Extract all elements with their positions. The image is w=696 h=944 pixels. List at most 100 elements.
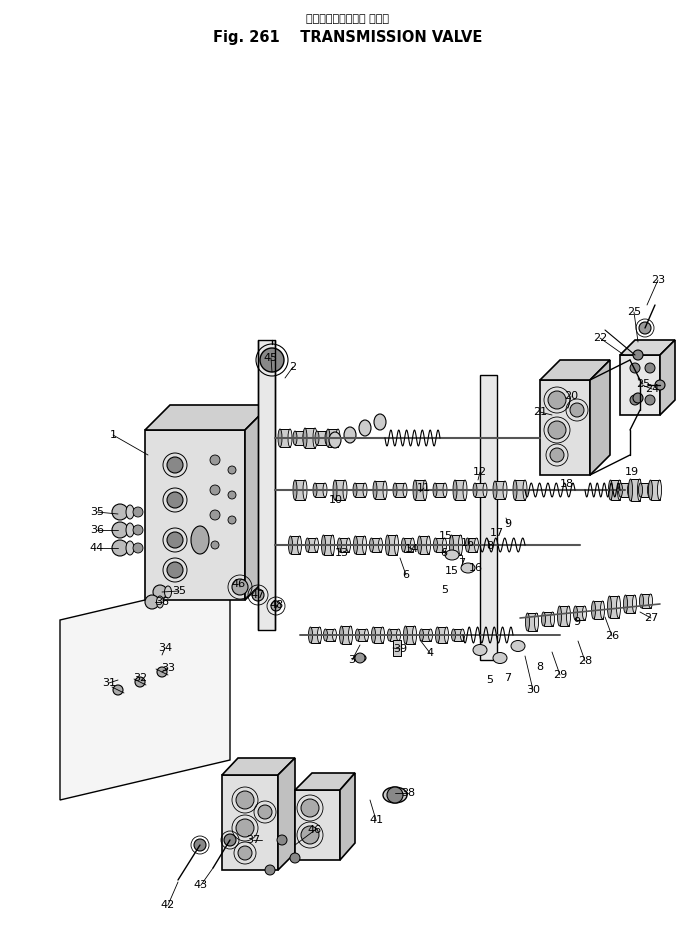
Ellipse shape: [633, 595, 637, 613]
Text: 12: 12: [473, 467, 487, 477]
Circle shape: [258, 805, 272, 819]
Text: トランスミッション バルプ: トランスミッション バルプ: [306, 14, 390, 24]
Text: 37: 37: [246, 835, 260, 845]
Ellipse shape: [303, 480, 307, 500]
Bar: [358, 629, 367, 641]
Ellipse shape: [541, 612, 546, 626]
Bar: [374, 627, 383, 643]
Ellipse shape: [493, 481, 497, 499]
Circle shape: [167, 532, 183, 548]
Ellipse shape: [473, 645, 487, 655]
Ellipse shape: [473, 483, 477, 497]
Bar: [435, 483, 445, 497]
Ellipse shape: [608, 596, 612, 618]
Text: 45: 45: [264, 353, 278, 363]
Ellipse shape: [574, 606, 578, 620]
Ellipse shape: [617, 596, 621, 618]
Circle shape: [236, 791, 254, 809]
Ellipse shape: [640, 594, 644, 608]
Ellipse shape: [658, 480, 661, 500]
Text: 8: 8: [487, 541, 493, 551]
Ellipse shape: [306, 538, 310, 552]
Ellipse shape: [331, 535, 335, 555]
Ellipse shape: [452, 629, 455, 641]
Ellipse shape: [523, 480, 527, 500]
Text: 5: 5: [441, 585, 448, 595]
Circle shape: [238, 846, 252, 860]
Ellipse shape: [191, 526, 209, 554]
Bar: [388, 535, 397, 555]
Ellipse shape: [354, 654, 366, 662]
Text: 24: 24: [645, 384, 659, 394]
Bar: [651, 480, 660, 500]
Bar: [594, 601, 603, 619]
Ellipse shape: [583, 606, 587, 620]
Text: 46: 46: [232, 579, 246, 589]
Text: 3: 3: [349, 655, 356, 665]
Ellipse shape: [313, 483, 317, 497]
Ellipse shape: [289, 536, 292, 554]
Bar: [295, 431, 305, 445]
Text: 15: 15: [439, 531, 453, 541]
Text: 2: 2: [290, 362, 296, 372]
Bar: [355, 483, 365, 497]
Circle shape: [167, 562, 183, 578]
Text: 35: 35: [172, 586, 186, 596]
Circle shape: [210, 485, 220, 495]
Ellipse shape: [461, 629, 464, 641]
Ellipse shape: [344, 427, 356, 443]
Ellipse shape: [325, 431, 329, 445]
Circle shape: [194, 839, 206, 851]
Ellipse shape: [503, 481, 507, 499]
Text: 39: 39: [393, 644, 407, 654]
Text: 8: 8: [537, 662, 544, 672]
Text: Fig. 261    TRANSMISSION VALVE: Fig. 261 TRANSMISSION VALVE: [213, 30, 483, 45]
Ellipse shape: [436, 627, 439, 643]
Ellipse shape: [427, 536, 431, 554]
Ellipse shape: [288, 429, 292, 447]
Ellipse shape: [404, 626, 407, 644]
Bar: [415, 480, 425, 500]
Bar: [375, 481, 385, 499]
Bar: [372, 538, 381, 552]
Ellipse shape: [323, 483, 327, 497]
Ellipse shape: [126, 541, 134, 555]
Ellipse shape: [511, 640, 525, 651]
Ellipse shape: [461, 563, 475, 573]
Circle shape: [301, 826, 319, 844]
Ellipse shape: [413, 480, 417, 500]
Ellipse shape: [433, 483, 437, 497]
Ellipse shape: [354, 536, 358, 554]
Bar: [335, 480, 345, 500]
Text: 30: 30: [526, 685, 540, 695]
Bar: [328, 429, 338, 447]
Bar: [454, 629, 463, 641]
Circle shape: [645, 363, 655, 373]
Bar: [404, 538, 413, 552]
Ellipse shape: [303, 431, 307, 445]
Ellipse shape: [395, 535, 399, 555]
Text: 7: 7: [505, 673, 512, 683]
Polygon shape: [590, 360, 610, 475]
Ellipse shape: [483, 483, 487, 497]
Ellipse shape: [628, 479, 633, 501]
Circle shape: [224, 834, 236, 846]
Circle shape: [265, 865, 275, 875]
Polygon shape: [340, 773, 355, 860]
Text: 25: 25: [627, 307, 641, 317]
Bar: [390, 629, 399, 641]
Circle shape: [228, 491, 236, 499]
Polygon shape: [660, 340, 675, 415]
Ellipse shape: [308, 627, 313, 643]
Circle shape: [133, 525, 143, 535]
Circle shape: [153, 585, 167, 599]
Circle shape: [655, 380, 665, 390]
Ellipse shape: [443, 483, 447, 497]
Ellipse shape: [535, 613, 539, 631]
Circle shape: [236, 819, 254, 837]
Ellipse shape: [638, 479, 642, 501]
Circle shape: [113, 685, 123, 695]
Ellipse shape: [338, 538, 342, 552]
Ellipse shape: [445, 550, 459, 560]
Bar: [420, 536, 429, 554]
